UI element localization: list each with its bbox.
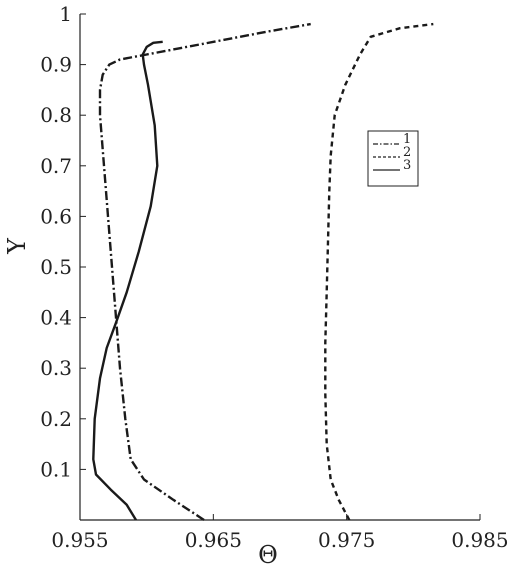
y-tick-label: 0.5 <box>40 255 72 279</box>
y-tick-label: 0.2 <box>40 407 72 431</box>
y-tick-label: 0.3 <box>40 356 72 380</box>
x-tick-label: 0.985 <box>451 528 508 552</box>
legend-label-3: 3 <box>403 158 411 173</box>
axes <box>79 14 480 521</box>
legend: 123 <box>367 130 419 187</box>
y-tick-label: 0.8 <box>40 103 72 127</box>
plot-lines <box>92 22 434 522</box>
series-3-line <box>92 40 163 521</box>
y-tick-label: 0.4 <box>40 306 72 330</box>
y-tick-label: 0.6 <box>40 204 72 228</box>
x-tick-label: 0.955 <box>51 528 108 552</box>
y-tick-label: 1 <box>59 2 72 26</box>
ticks: 0.955 0.965 0.975 0.985 0.1 0.2 0.3 0.4 0.5 0.6 0.… <box>40 2 508 552</box>
legend-label-1: 1 <box>403 132 411 147</box>
legend-label-2: 2 <box>403 145 411 160</box>
series-1-line <box>98 22 311 522</box>
y-axis-title: Y <box>3 237 31 255</box>
legend-box <box>367 130 419 187</box>
y-tick-label: 0.7 <box>40 154 72 178</box>
y-tick-label: 0.1 <box>40 457 72 481</box>
legend-entries: 123 <box>373 132 411 173</box>
x-axis-title: Θ <box>258 541 278 569</box>
x-tick-label: 0.975 <box>318 528 375 552</box>
series-2-line <box>324 22 434 521</box>
x-tick-label: 0.965 <box>185 528 242 552</box>
y-tick-label: 0.9 <box>40 53 72 77</box>
